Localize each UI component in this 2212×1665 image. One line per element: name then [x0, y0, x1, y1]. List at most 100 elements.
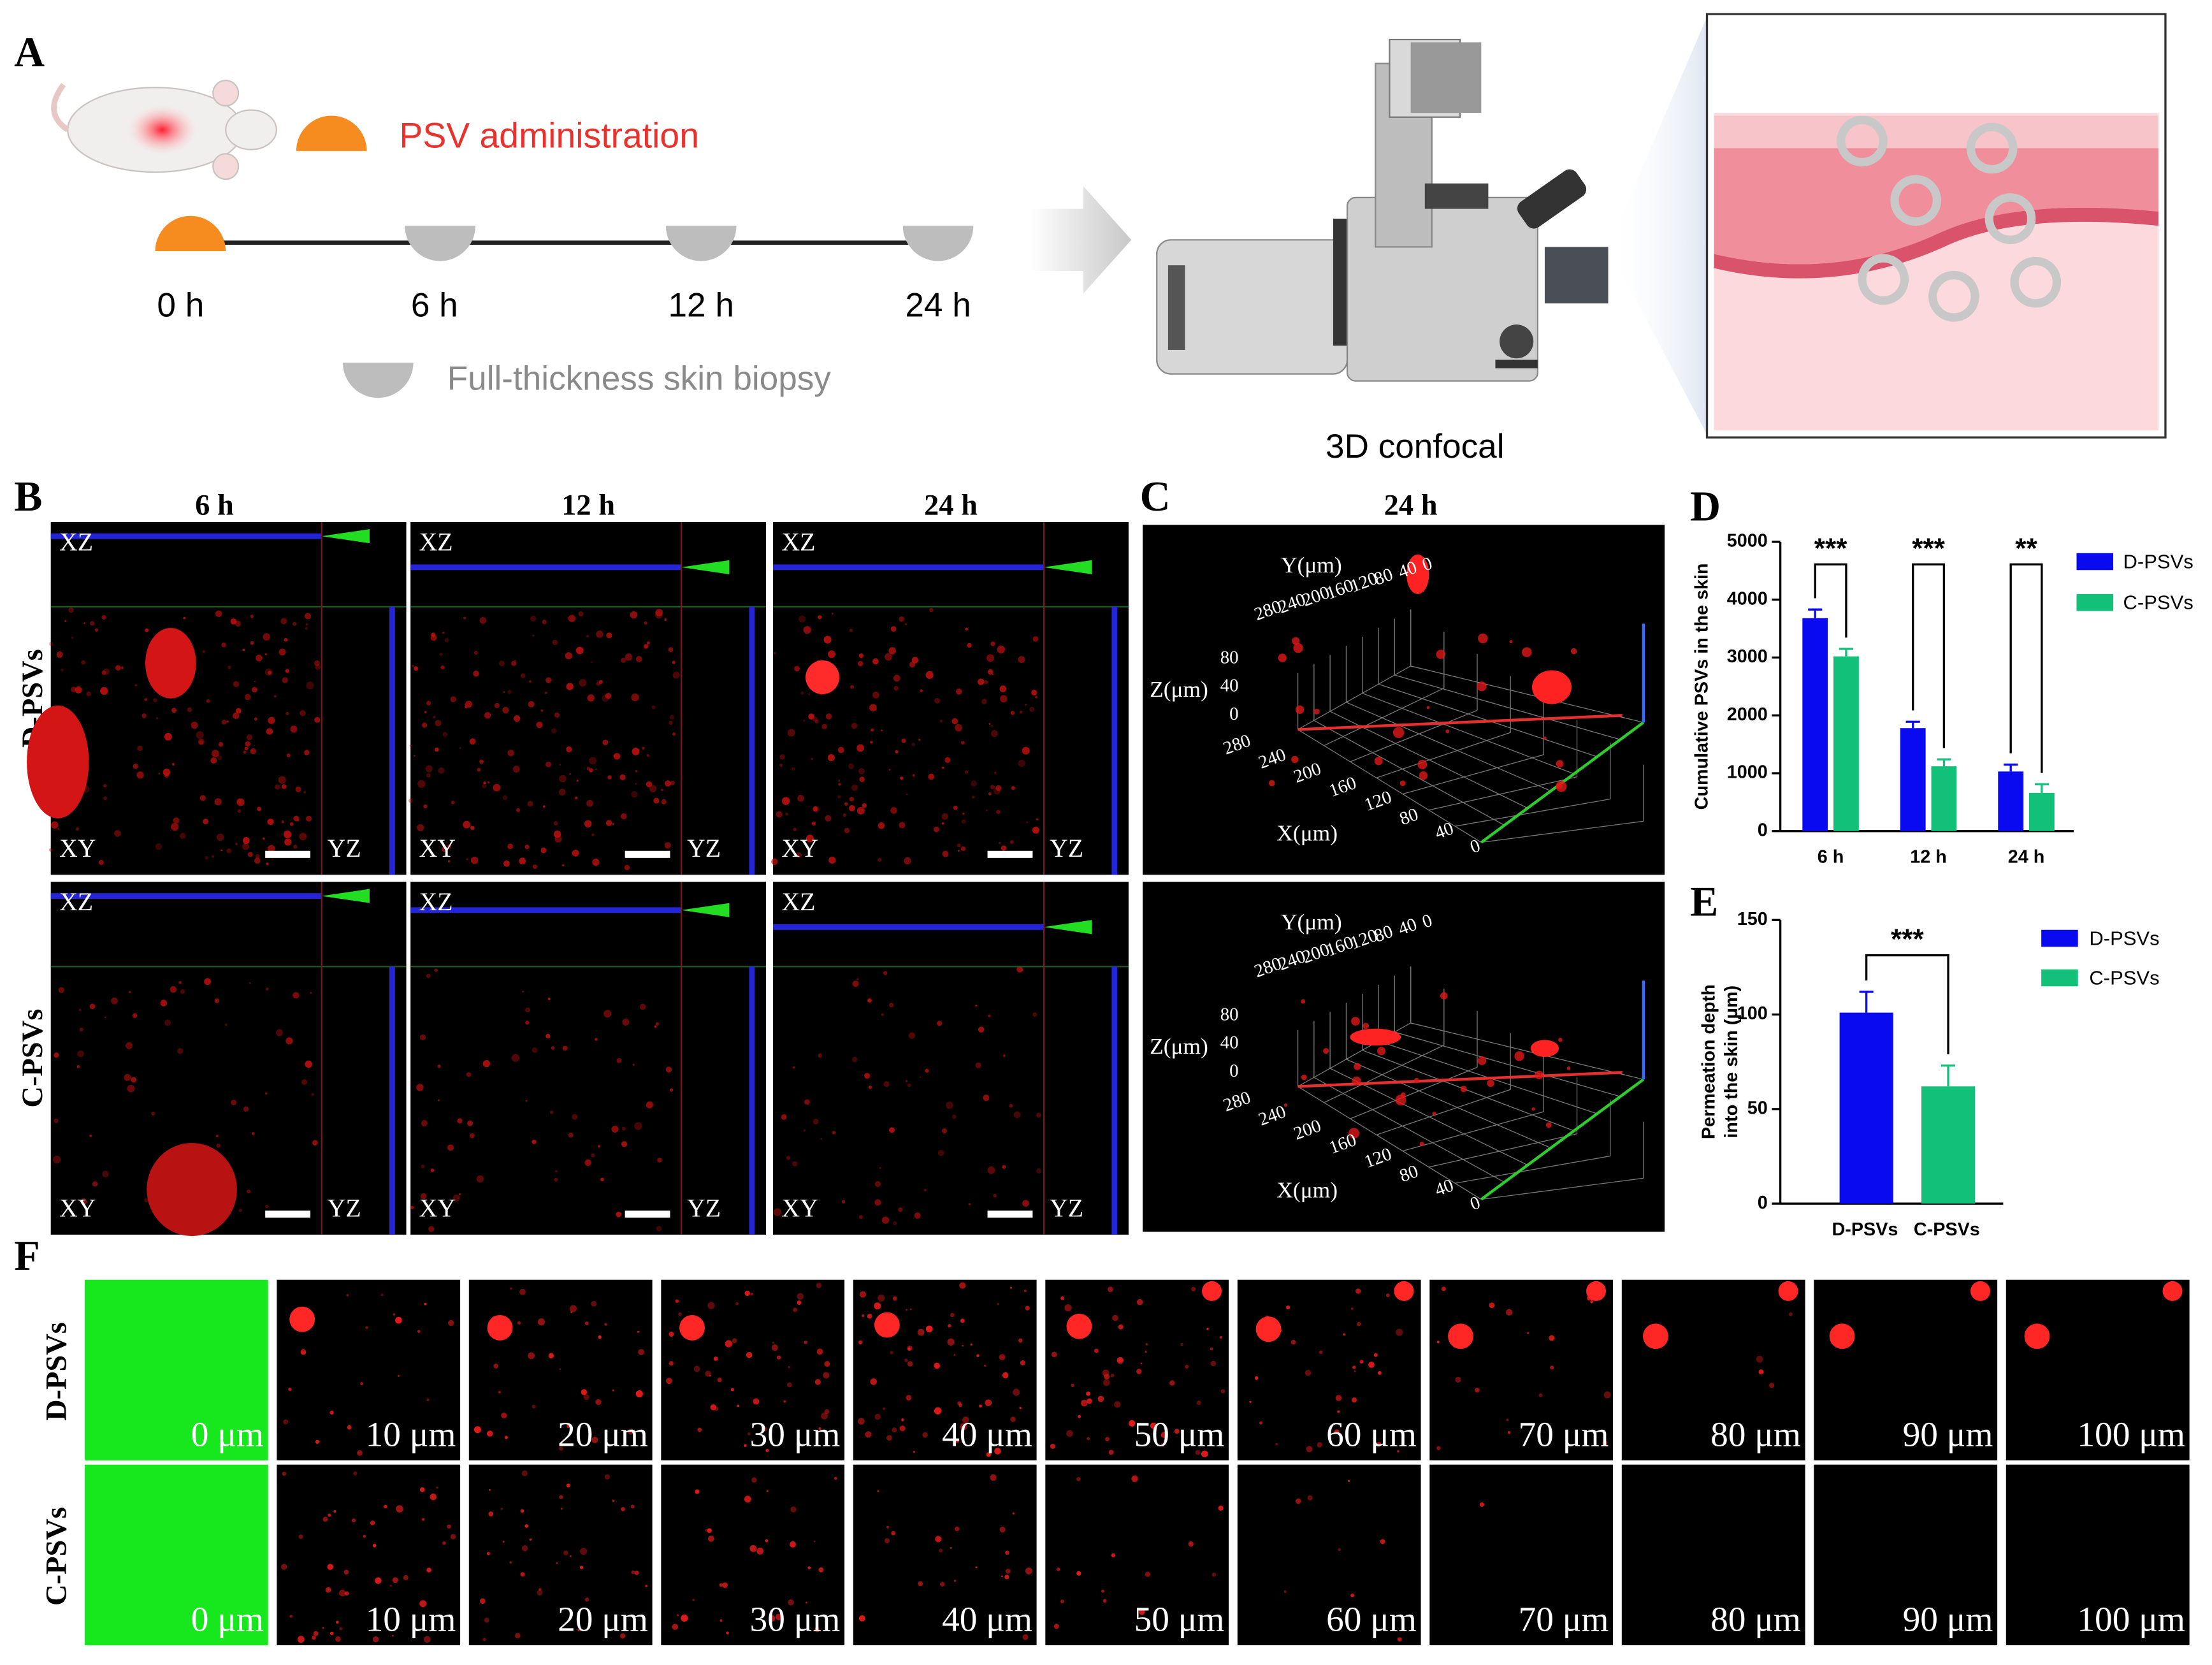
signal	[424, 1636, 431, 1643]
signal	[597, 1145, 601, 1148]
signal	[669, 1361, 674, 1366]
signal	[214, 798, 222, 806]
signal	[178, 981, 182, 984]
signal	[266, 862, 269, 866]
signal	[1489, 1302, 1495, 1309]
signal	[476, 1175, 484, 1183]
signal	[198, 738, 205, 745]
signal	[90, 621, 95, 626]
row-label: D-PSVs	[41, 1322, 73, 1421]
signal	[1374, 757, 1383, 766]
blob	[289, 1306, 315, 1332]
signal	[584, 1321, 589, 1325]
signal	[1188, 1541, 1194, 1547]
signal	[631, 790, 638, 798]
signal	[243, 750, 247, 754]
signal	[252, 687, 257, 693]
signal	[918, 738, 921, 741]
signal	[988, 792, 992, 796]
signal	[859, 1291, 867, 1298]
signal	[86, 691, 91, 697]
signal	[278, 776, 286, 784]
signal	[544, 691, 547, 694]
depth-image	[853, 1279, 1037, 1461]
y-tick-label: 4000	[1727, 588, 1768, 609]
signal	[619, 774, 626, 780]
depth-image	[2006, 1279, 2190, 1461]
signal	[878, 857, 882, 862]
signal	[874, 1199, 881, 1206]
signal	[1545, 1122, 1552, 1128]
signal	[1527, 1332, 1529, 1335]
tick-label: 40	[1220, 1033, 1239, 1053]
signal	[1145, 1571, 1151, 1577]
signal	[823, 1372, 830, 1379]
bar	[1839, 1012, 1893, 1204]
signal	[1317, 1442, 1322, 1448]
depth-label: 70 μm	[1519, 1414, 1609, 1453]
signal	[1032, 1012, 1037, 1017]
signal	[171, 823, 179, 831]
sig-label: ***	[1912, 533, 1945, 564]
signal	[499, 660, 505, 667]
signal	[426, 1567, 431, 1573]
signal	[299, 833, 307, 841]
signal	[54, 1118, 59, 1123]
signal	[431, 632, 436, 637]
signal	[50, 821, 59, 829]
biopsy-24	[902, 226, 974, 261]
signal	[442, 632, 445, 634]
signal	[493, 1363, 499, 1369]
signal	[786, 1156, 791, 1160]
signal	[962, 1416, 969, 1423]
signal	[521, 1545, 528, 1552]
signal	[832, 1131, 836, 1135]
signal	[1335, 1395, 1342, 1401]
tick-label: 0	[1229, 1061, 1238, 1081]
signal	[561, 864, 565, 867]
signal	[816, 1348, 823, 1355]
signal	[634, 1122, 642, 1130]
signal	[353, 1471, 358, 1476]
signal	[1174, 1429, 1180, 1434]
signal	[665, 780, 671, 787]
signal	[247, 1189, 251, 1194]
signal	[281, 1564, 287, 1570]
signal	[430, 1168, 435, 1172]
dose-0	[155, 215, 226, 252]
signal	[1169, 1380, 1175, 1386]
signal	[469, 738, 476, 745]
bar	[1998, 771, 2024, 831]
signal	[889, 1003, 894, 1008]
depth-image	[853, 1464, 1037, 1646]
signal	[214, 998, 219, 1003]
signal	[1097, 1395, 1104, 1402]
signal	[975, 1566, 978, 1569]
depth-image	[84, 1279, 268, 1461]
biopsy-icon	[342, 362, 414, 398]
y-axis-label: into the skin (μm)	[1721, 985, 1742, 1138]
signal	[646, 781, 653, 788]
signal	[48, 641, 54, 646]
signal	[986, 1452, 991, 1457]
signal	[649, 785, 657, 792]
signal	[322, 1627, 324, 1629]
biopsy-6	[405, 226, 475, 261]
signal	[848, 763, 855, 769]
signal	[572, 849, 579, 857]
signal	[773, 652, 776, 655]
signal	[1348, 1128, 1360, 1139]
signal	[442, 1541, 446, 1545]
signal	[1102, 1379, 1110, 1386]
signal	[503, 691, 505, 694]
signal	[1140, 1362, 1143, 1365]
tick-label: 40	[1220, 676, 1239, 696]
signal	[486, 1552, 490, 1555]
signal	[776, 1613, 783, 1620]
signal	[859, 776, 865, 782]
blob	[1532, 670, 1572, 704]
signal	[811, 821, 816, 826]
signal	[1590, 1300, 1593, 1304]
signal	[967, 643, 972, 648]
signal	[1022, 746, 1030, 755]
